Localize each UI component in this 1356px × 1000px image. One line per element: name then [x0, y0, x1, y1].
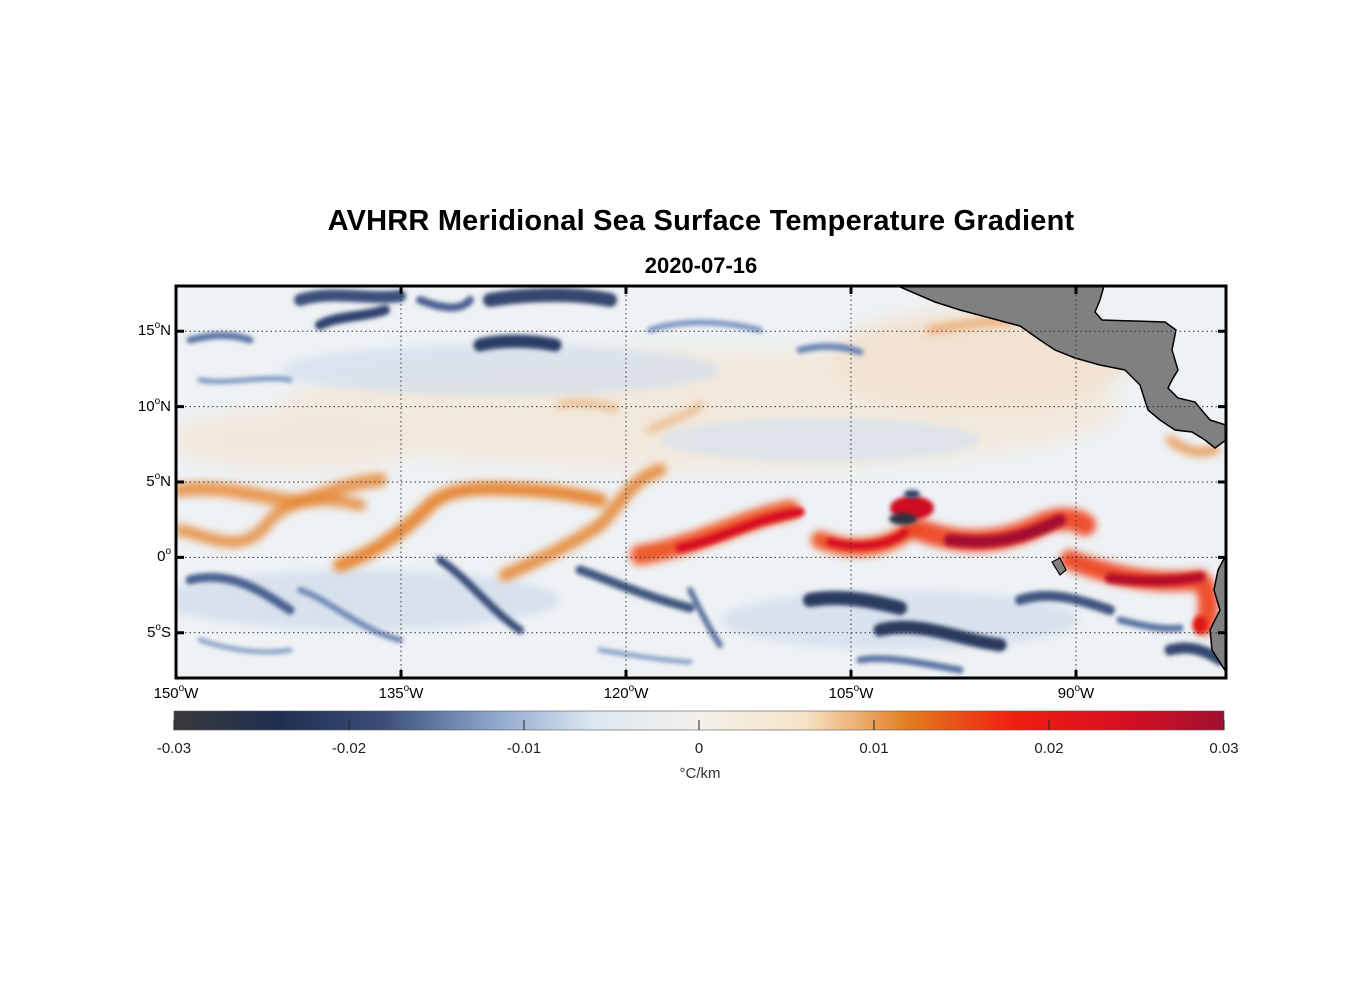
lon-tick-label: 135oW: [378, 683, 424, 702]
southern-cold-bands: [185, 556, 1226, 674]
lat-tick-label: 0o: [157, 546, 171, 566]
lat-tick-label: 5oN: [146, 471, 171, 490]
northern-cold-patches: [186, 288, 864, 384]
colorbar-unit: °C/km: [679, 765, 721, 782]
colorbar-tick-label: 0.03: [1209, 740, 1239, 757]
lon-tick-label: 150oW: [153, 683, 199, 702]
map-subtitle: 2020-07-16: [644, 253, 758, 278]
map-field: [176, 286, 1226, 678]
map-title: AVHRR Meridional Sea Surface Temperature…: [327, 205, 1075, 237]
land: [897, 286, 1226, 674]
galapagos-islands: [1051, 557, 1067, 576]
lon-tick-label: 90oW: [1057, 683, 1095, 702]
colorbar-tick-label: 0.02: [1034, 740, 1064, 757]
colorbar-tick-label: 0.01: [859, 740, 889, 757]
lat-tick-label: 15oN: [137, 320, 171, 340]
central-america: [897, 286, 1226, 449]
south-america: [1209, 554, 1226, 674]
colorbar-tick-label: -0.03: [156, 740, 192, 757]
colorbar-ticks: [173, 720, 1225, 730]
lat-tick-label: 10oN: [137, 395, 171, 415]
lat-tick-label: 5oS: [147, 621, 171, 641]
cold-eddy: [889, 490, 920, 525]
colorbar-tick-label: 0: [694, 740, 704, 757]
colorbar-tick-label: -0.01: [506, 740, 542, 757]
axis-ticks: [174, 286, 1226, 678]
colorbar-tick-label: -0.02: [331, 740, 367, 757]
lon-tick-label: 105oW: [828, 683, 874, 702]
lon-tick-label: 120oW: [603, 683, 649, 702]
